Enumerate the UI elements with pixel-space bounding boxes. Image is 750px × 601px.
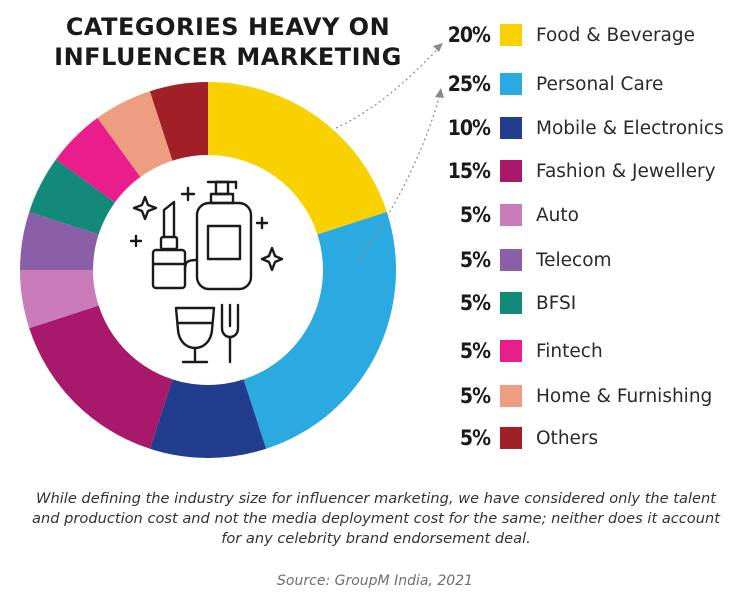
perfume-bottle-icon [183,180,253,291]
legend-swatch [500,24,522,46]
legend-swatch [500,117,522,139]
legend-percent: 5% [459,339,491,363]
legend-swatch [500,73,522,95]
legend-label: Home & Furnishing [536,385,713,407]
legend-item-others: 5% Others [446,423,746,453]
legend-label: Auto [536,204,579,226]
legend-label: Mobile & Electronics [536,117,724,139]
legend-swatch [500,204,522,226]
legend-label: Telecom [536,249,612,271]
legend-swatch [500,160,522,182]
legend-item-bfsi: 5% BFSI [446,288,746,318]
legend-item-telecom: 5% Telecom [446,245,746,275]
legend-swatch [500,249,522,271]
legend-label: BFSI [536,292,577,314]
legend-item-fashion-jewellery: 15% Fashion & Jewellery [446,156,746,186]
legend-percent: 5% [459,426,491,450]
legend-percent: 5% [459,384,491,408]
legend-percent: 20% [447,23,491,47]
chart-title-line-1: CATEGORIES HEAVY ON [65,13,391,41]
legend-item-personal-care: 25% Personal Care [446,69,746,99]
footnote: While defining the industry size for inf… [32,490,720,547]
legend-swatch [500,427,522,449]
legend-percent: 15% [447,159,491,183]
legend-percent: 5% [459,291,491,315]
legend-label: Fintech [536,340,603,362]
callout-arrow-food [335,46,441,129]
wine-glass-icon [174,306,216,364]
legend-item-mobile-electronics: 10% Mobile & Electronics [446,113,746,143]
legend-item-fintech: 5% Fintech [446,336,746,366]
callout-arrow-personal-care [355,93,441,263]
fork-icon [220,303,240,364]
legend-swatch [500,385,522,407]
legend-item-auto: 5% Auto [446,200,746,230]
legend-label: Food & Beverage [536,24,696,46]
source-credit: Source: GroupM India, 2021 [277,573,473,589]
legend-item-food-beverage: 20% Food & Beverage [446,20,746,50]
donut-hole [93,155,323,385]
chart-title: CATEGORIES HEAVY ON INFLUENCER MARKETING [28,12,428,72]
chart-title-line-2: INFLUENCER MARKETING [54,43,402,71]
arrowhead-icon [435,88,444,98]
legend-percent: 10% [447,116,491,140]
legend-percent: 25% [447,72,491,96]
legend-percent: 5% [459,248,491,272]
sparkle-icon [129,186,284,272]
legend-label: Fashion & Jewellery [536,160,716,182]
legend-swatch [500,340,522,362]
legend-swatch [500,292,522,314]
arrowhead-icon [433,43,443,52]
legend-label: Personal Care [536,73,664,95]
legend-percent: 5% [459,203,491,227]
legend-item-home-furnishing: 5% Home & Furnishing [446,381,746,411]
callout-arrows [335,46,441,263]
legend-label: Others [536,427,599,449]
